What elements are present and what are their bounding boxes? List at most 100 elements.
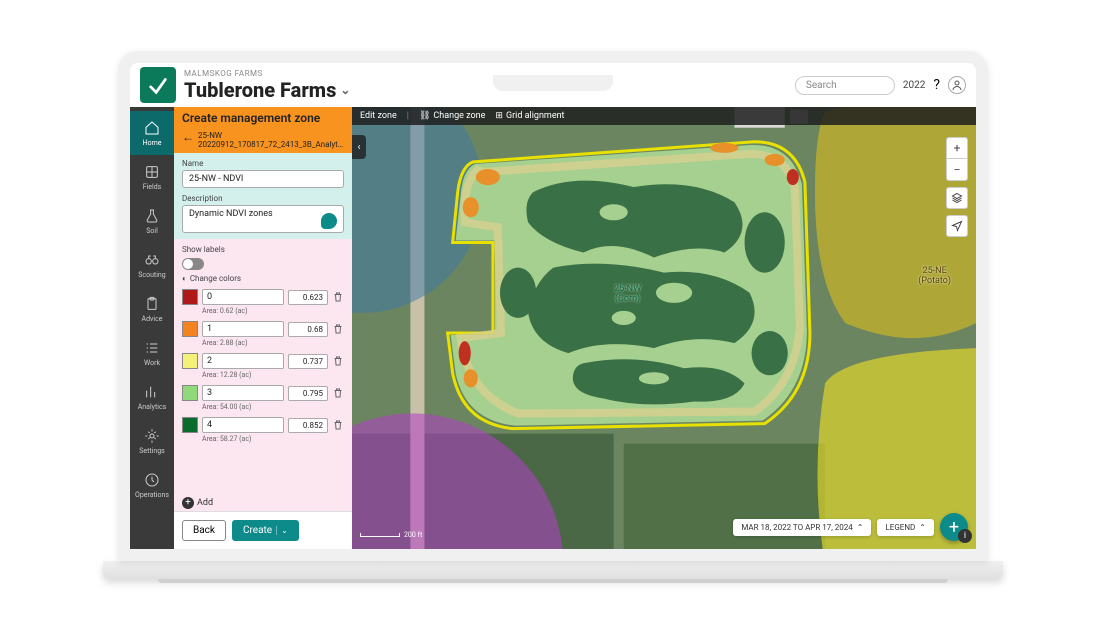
chevron-down-icon: ⌄: [340, 83, 350, 97]
zone-panel: Create management zone ← 25-NW 20220912_…: [174, 107, 352, 549]
locate-button[interactable]: [946, 215, 968, 237]
map-toolbar: Edit zone | ⛓ Change zone ⊞ Grid alignme…: [352, 107, 976, 125]
zone-row: 4 0.852: [182, 417, 344, 433]
nav-soil[interactable]: Soil: [130, 199, 174, 243]
nav-operations[interactable]: Operations: [130, 463, 174, 507]
change-zone-button[interactable]: ⛓ Change zone: [419, 111, 485, 121]
zone-row: 0 0.623: [182, 289, 344, 305]
zone-row: 3 0.795: [182, 385, 344, 401]
nav-scouting[interactable]: Scouting: [130, 243, 174, 287]
zone-color-swatch[interactable]: [182, 417, 198, 433]
add-zone-button[interactable]: + Add: [174, 495, 352, 511]
zone-area-label: Area: 54.00 (ac): [202, 403, 344, 411]
desc-input[interactable]: Dynamic NDVI zones: [182, 205, 344, 233]
zone-value-input[interactable]: 0.737: [288, 354, 328, 369]
user-icon[interactable]: [948, 76, 966, 94]
zone-row: 1 0.68: [182, 321, 344, 337]
nav-home[interactable]: Home: [130, 111, 174, 155]
nav-advice[interactable]: Advice: [130, 287, 174, 331]
clipboard-icon: [143, 295, 161, 313]
palette-icon: ◐: [182, 274, 187, 283]
zone-color-swatch[interactable]: [182, 289, 198, 305]
change-colors-button[interactable]: ◐ Change colors: [182, 274, 344, 283]
change-colors-text: Change colors: [190, 274, 241, 283]
org-name: MALMSKOG FARMS: [184, 69, 787, 78]
map-zoom-controls: + −: [946, 137, 968, 237]
zone-area-label: Area: 0.62 (ac): [202, 307, 344, 315]
panel-header: Create management zone: [174, 107, 352, 129]
chat-icon[interactable]: [321, 213, 337, 229]
back-button[interactable]: Back: [182, 520, 226, 541]
trash-icon[interactable]: [332, 291, 344, 303]
show-labels-row: Show labels: [182, 245, 344, 254]
zone-row: 2 0.737: [182, 353, 344, 369]
name-label: Name: [182, 159, 344, 168]
farm-name-text: Tublerone Farms: [184, 78, 336, 102]
scale-bar: 200 ft: [360, 531, 422, 539]
map-svg: [352, 107, 976, 549]
zoom-in-button[interactable]: +: [946, 137, 968, 159]
zone-index-input[interactable]: 4: [202, 417, 284, 433]
nav-work[interactable]: Work: [130, 331, 174, 375]
zone-index-input[interactable]: 0: [202, 289, 284, 305]
show-labels-toggle[interactable]: [182, 258, 204, 270]
name-input[interactable]: 25-NW - NDVI: [182, 170, 344, 188]
panel-title: Create management zone: [182, 111, 344, 125]
create-button[interactable]: Create ⌄: [232, 520, 299, 541]
map-footer: MAR 18, 2022 TO APR 17, 2024 ⌃ LEGEND ⌃ …: [733, 513, 968, 541]
grid-alignment-button[interactable]: ⊞ Grid alignment: [495, 111, 564, 121]
zone-color-swatch[interactable]: [182, 321, 198, 337]
trash-icon[interactable]: [332, 387, 344, 399]
legend-button[interactable]: LEGEND ⌃: [877, 519, 934, 536]
trash-icon[interactable]: [332, 323, 344, 335]
ops-icon: [143, 471, 161, 489]
zone-value-input[interactable]: 0.795: [288, 386, 328, 401]
zone-index-input[interactable]: 3: [202, 385, 284, 401]
help-icon[interactable]: ?: [933, 77, 940, 93]
zone-area-label: Area: 12.28 (ac): [202, 371, 344, 379]
year-label[interactable]: 2022: [903, 80, 925, 91]
sidebar-nav: HomeFieldsSoilScoutingAdviceWorkAnalytic…: [130, 107, 174, 549]
flask-icon: [143, 207, 161, 225]
chart-icon: [143, 383, 161, 401]
zone-value-input[interactable]: 0.852: [288, 418, 328, 433]
zone-area-label: Area: 2.88 (ac): [202, 339, 344, 347]
zone-index-input[interactable]: 2: [202, 353, 284, 369]
zoom-out-button[interactable]: −: [946, 159, 968, 181]
layers-button[interactable]: [946, 187, 968, 209]
trash-icon[interactable]: [332, 355, 344, 367]
checklist-icon: [143, 339, 161, 357]
zone-index-input[interactable]: 1: [202, 321, 284, 337]
zone-color-swatch[interactable]: [182, 353, 198, 369]
zones-list: 0 0.623 Area: 0.62 (ac) 1 0.68 Area: 2.8…: [174, 289, 352, 495]
nav-analytics[interactable]: Analytics: [130, 375, 174, 419]
map-canvas[interactable]: Edit zone | ⛓ Change zone ⊞ Grid alignme…: [352, 107, 976, 549]
chevron-up-icon: ⌃: [857, 523, 864, 532]
trash-icon[interactable]: [332, 419, 344, 431]
desc-label: Description: [182, 194, 344, 203]
zone-color-swatch[interactable]: [182, 385, 198, 401]
farm-selector[interactable]: Tublerone Farms ⌄: [184, 78, 787, 102]
chevron-up-icon: ⌃: [919, 523, 926, 532]
date-range-selector[interactable]: MAR 18, 2022 TO APR 17, 2024 ⌃: [733, 519, 871, 536]
binoc-icon: [143, 251, 161, 269]
create-label: Create: [243, 525, 272, 536]
show-labels-text: Show labels: [182, 245, 225, 254]
panel-breadcrumb[interactable]: ← 25-NW 20220912_170817_72_2413_3B_Analy…: [174, 129, 352, 153]
app-logo[interactable]: [140, 67, 176, 103]
breadcrumb-file: 20220912_170817_72_2413_3B_AnalyticMS_SR…: [198, 140, 344, 149]
chevron-down-icon: ⌄: [276, 526, 288, 535]
zone-value-input[interactable]: 0.623: [288, 290, 328, 305]
center-field-label: 25-NW (Corn): [614, 284, 641, 304]
collapse-panel-button[interactable]: ‹: [352, 135, 366, 159]
search-input[interactable]: Search: [795, 76, 895, 95]
plus-icon: +: [182, 497, 194, 509]
fields-icon: [143, 163, 161, 181]
gear-icon: [143, 427, 161, 445]
zone-value-input[interactable]: 0.68: [288, 322, 328, 337]
edit-zone-button[interactable]: Edit zone: [360, 111, 397, 121]
nav-fields[interactable]: Fields: [130, 155, 174, 199]
back-arrow-icon[interactable]: ←: [182, 131, 194, 143]
info-icon[interactable]: i: [958, 529, 972, 543]
nav-settings[interactable]: Settings: [130, 419, 174, 463]
